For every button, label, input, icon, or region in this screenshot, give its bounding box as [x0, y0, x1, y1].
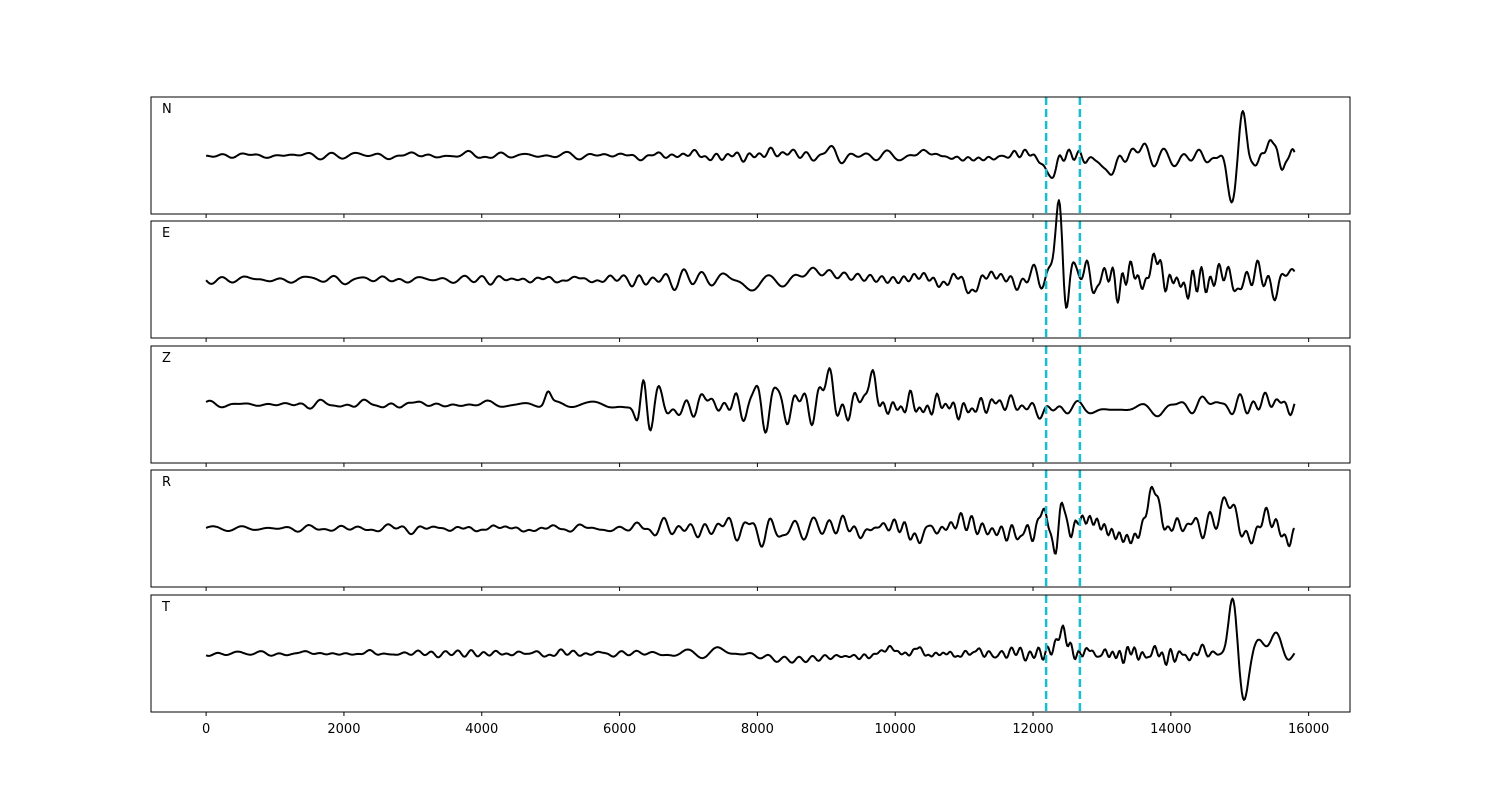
panel-frame — [150, 469, 1351, 588]
channel-label-r: R — [162, 475, 171, 490]
trace-n — [206, 110, 1296, 204]
channel-label-z: Z — [162, 351, 171, 366]
panel-t: T — [150, 594, 1351, 716]
panels-group: N E Z R T — [150, 96, 1351, 716]
panel-frame — [150, 96, 1351, 215]
x-tick-label: 4000 — [465, 722, 498, 737]
x-tick-label: 6000 — [603, 722, 636, 737]
x-axis: 0 2000 4000 6000 8000 10000 12000 14000 16000 — [202, 722, 1329, 737]
panel-n: N — [150, 96, 1351, 218]
panel-z: Z — [150, 345, 1351, 467]
x-tick-label: 12000 — [1012, 722, 1053, 737]
channel-label-e: E — [162, 226, 170, 241]
x-tick-label: 16000 — [1288, 722, 1329, 737]
panel-r: R — [150, 469, 1351, 591]
panel-frame — [150, 345, 1351, 464]
panel-e: E — [150, 199, 1351, 342]
x-tick-label: 10000 — [875, 722, 916, 737]
channel-label-t: T — [161, 600, 170, 615]
trace-e — [205, 199, 1296, 309]
trace-z — [205, 367, 1296, 434]
trace-r — [205, 485, 1296, 555]
x-tick-label: 14000 — [1150, 722, 1191, 737]
panel-frame — [150, 220, 1351, 339]
x-tick-label: 2000 — [327, 722, 360, 737]
x-tick-label: 8000 — [741, 722, 774, 737]
panel-frame — [150, 594, 1351, 713]
x-tick-label: 0 — [202, 722, 210, 737]
channel-label-n: N — [162, 102, 172, 117]
trace-t — [205, 597, 1296, 701]
